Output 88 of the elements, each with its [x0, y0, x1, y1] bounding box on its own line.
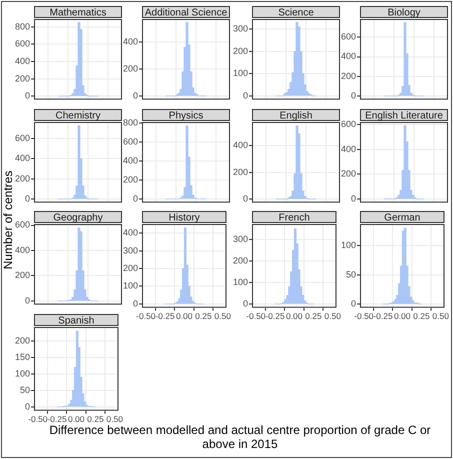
y-tick-label: 0: [350, 90, 356, 100]
x-tick-label: 0.25: [413, 311, 430, 322]
y-tick-label: 400: [232, 140, 248, 150]
chart-title: Biology: [388, 7, 420, 18]
y-tick-label: 400: [14, 153, 30, 164]
y-tick-label: 200: [14, 73, 30, 84]
chart-title: English: [280, 110, 312, 122]
x-tick-label: 0.00: [68, 414, 85, 424]
y-tick-label: 200: [340, 70, 356, 81]
y-tick-label: 0: [350, 298, 356, 308]
y-tick-label: 0: [132, 90, 138, 100]
y-tick-label: 200: [122, 174, 138, 184]
chart-title: German: [384, 212, 420, 224]
x-tick-label: -0.25: [373, 311, 393, 322]
y-tick-label: 50: [346, 269, 356, 280]
x-axis-title: Difference between modelled and actual centre proportion of grade C or above in 2015: [48, 423, 432, 451]
y-tick-label: 800: [14, 21, 30, 32]
y-tick-label: 100: [14, 368, 30, 378]
y-tick-label: 0: [350, 193, 356, 204]
y-tick-label: 800: [122, 117, 138, 128]
y-axis-title: Number of centres: [1, 170, 15, 270]
y-tick-label: 300: [232, 234, 248, 244]
y-tick-label: 0: [24, 401, 30, 412]
y-tick-label: 300: [122, 245, 138, 256]
chart-title: Science: [278, 7, 314, 18]
x-tick-label: -0.25: [265, 311, 285, 322]
chart-title: French: [278, 212, 310, 224]
y-tick-label: 100: [340, 240, 356, 250]
x-tick-label: -0.50: [246, 311, 266, 322]
y-tick-label: 100: [122, 280, 138, 291]
y-tick-label: 200: [232, 46, 248, 56]
x-tick-label: 0.50: [106, 414, 124, 424]
y-tick-label: 300: [232, 24, 248, 34]
y-tick-label: 400: [122, 155, 138, 166]
y-tick-label: 0: [132, 193, 138, 204]
x-tick-label: -0.50: [354, 311, 374, 322]
y-tick-label: 0: [24, 90, 30, 101]
y-tick-label: 400: [122, 228, 138, 238]
y-tick-label: 600: [14, 38, 30, 49]
chart-title: Physics: [168, 110, 204, 122]
chart-title: Geography: [53, 212, 103, 224]
y-tick-label: 100: [232, 68, 248, 78]
x-tick-label: -0.50: [28, 414, 48, 424]
x-tick-label: -0.50: [136, 311, 156, 322]
x-tick-label: -0.25: [47, 414, 67, 424]
chart-title: Chemistry: [55, 110, 101, 122]
y-tick-label: 600: [340, 32, 356, 42]
y-tick-label: 600: [340, 118, 356, 129]
y-tick-label: 200: [340, 168, 356, 179]
y-tick-label: 400: [14, 56, 30, 66]
y-tick-label: 200: [232, 255, 248, 266]
y-tick-label: 400: [340, 51, 356, 62]
y-tick-label: 200: [122, 63, 138, 74]
y-tick-label: 400: [14, 244, 30, 255]
y-tick-label: 0: [24, 295, 30, 306]
y-tick-label: 0: [242, 298, 248, 308]
x-tick-label: 0.25: [305, 311, 322, 322]
y-tick-label: 600: [14, 133, 30, 144]
x-tick-label: 0.00: [394, 311, 411, 322]
y-tick-label: 150: [14, 352, 30, 362]
y-tick-label: 0: [242, 90, 248, 100]
y-tick-label: 0: [242, 193, 248, 204]
chart-title: Additional Science: [144, 7, 228, 18]
x-tick-label: 0.50: [214, 311, 232, 322]
y-tick-label: 600: [122, 136, 138, 146]
y-tick-label: 400: [122, 36, 138, 46]
y-tick-label: 0: [24, 193, 30, 204]
x-tick-label: 0.00: [286, 311, 303, 322]
y-tick-label: 200: [14, 335, 30, 346]
x-tick-label: -0.25: [155, 311, 175, 322]
y-tick-label: 400: [340, 144, 356, 154]
y-tick-label: 200: [14, 173, 30, 184]
chart-title: History: [168, 212, 200, 224]
x-tick-label: 0.50: [432, 311, 450, 322]
chart-title: Mathematics: [50, 7, 106, 18]
chart-title: Spanish: [58, 315, 94, 326]
y-tick-label: 200: [122, 263, 138, 274]
x-tick-label: 0.25: [87, 414, 104, 424]
chart-title: English Literature: [365, 110, 444, 122]
y-tick-label: 0: [132, 298, 138, 308]
y-tick-label: 100: [232, 276, 248, 287]
x-tick-label: 0.25: [195, 311, 212, 322]
y-tick-label: 600: [14, 220, 30, 230]
y-tick-label: 50: [20, 384, 30, 395]
x-tick-label: 0.00: [176, 311, 193, 322]
x-tick-label: 0.50: [324, 311, 342, 322]
y-tick-label: 200: [14, 270, 30, 280]
y-tick-label: 200: [232, 166, 248, 177]
